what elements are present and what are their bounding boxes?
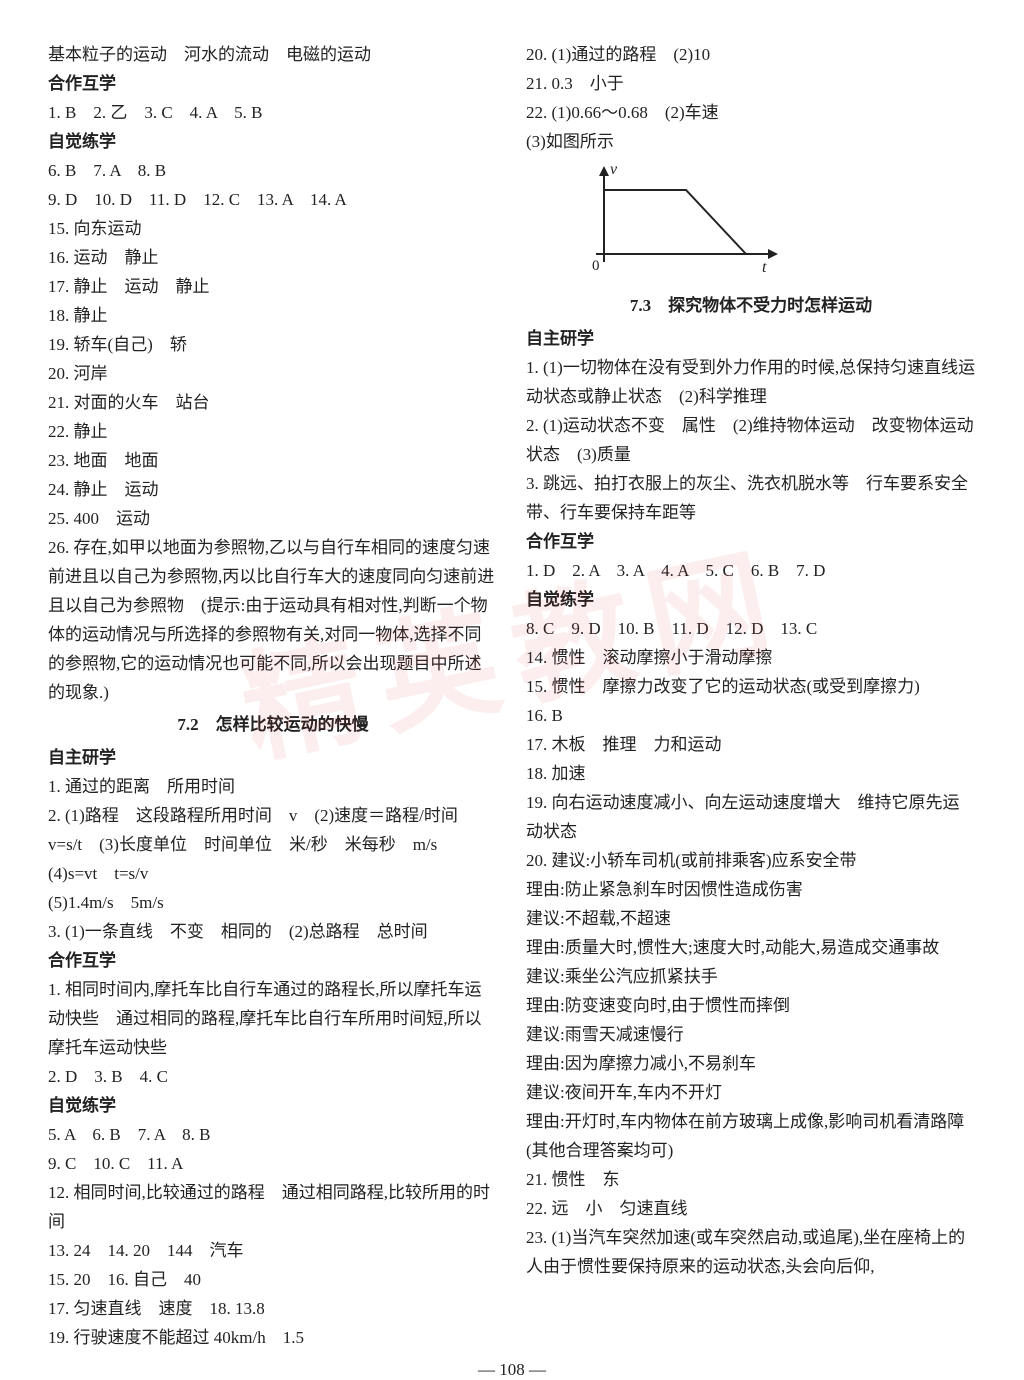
left-zjlx2-line: 13. 24 14. 20 144 汽车 (48, 1236, 498, 1265)
left-zjlx-line: 19. 轿车(自己) 轿 (48, 330, 498, 359)
left-zjlx-line: 24. 静止 运动 (48, 475, 498, 504)
label-zjlx2: 自觉练学 (48, 1091, 498, 1120)
left-column: 基本粒子的运动 河水的流动 电磁的运动 合作互学 1. B 2. 乙 3. C … (48, 40, 498, 1352)
left-zzhyx-line: 1. 通过的距离 所用时间 (48, 772, 498, 801)
right-zjlx-line: 理由:因为摩擦力减小,不易刹车 (526, 1049, 976, 1078)
left-zjlx-line: 17. 静止 运动 静止 (48, 272, 498, 301)
left-zjlx2-line: 19. 行驶速度不能超过 40km/h 1.5 (48, 1323, 498, 1352)
right-top-line: 21. 0.3 小于 (526, 69, 976, 98)
right-zjlx-line: 23. (1)当汽车突然加速(或车突然启动,或追尾),坐在座椅上的人由于惯性要保… (526, 1223, 976, 1281)
right-zzhyx-line: 1. (1)一切物体在没有受到外力作用的时候,总保持匀速直线运动状态或静止状态 … (526, 353, 976, 411)
right-zjlx-line: 21. 惯性 东 (526, 1165, 976, 1194)
label-zjlx: 自觉练学 (48, 127, 498, 156)
left-zjlx-line: 6. B 7. A 8. B (48, 156, 498, 185)
section-7-3-title: 7.3 探究物体不受力时怎样运动 (526, 290, 976, 322)
left-zjlx2-line: 9. C 10. C 11. A (48, 1149, 498, 1178)
left-zjlx-line: 23. 地面 地面 (48, 446, 498, 475)
svg-text:v: v (610, 162, 618, 178)
label-hzhx2: 合作互学 (48, 946, 498, 975)
left-hzhx2-line: 2. D 3. B 4. C (48, 1062, 498, 1091)
left-top-line: 基本粒子的运动 河水的流动 电磁的运动 (48, 40, 498, 69)
left-zjlx2-line: 5. A 6. B 7. A 8. B (48, 1120, 498, 1149)
left-zzhyx-line: (5)1.4m/s 5m/s (48, 888, 498, 917)
right-zjlx-line: 22. 远 小 匀速直线 (526, 1194, 976, 1223)
left-zjlx-line: 22. 静止 (48, 417, 498, 446)
right-zjlx-line: 14. 惯性 滚动摩擦小于滑动摩擦 (526, 643, 976, 672)
left-zjlx-line: 18. 静止 (48, 301, 498, 330)
left-zjlx-line: 15. 向东运动 (48, 214, 498, 243)
section-7-2-title: 7.2 怎样比较运动的快慢 (48, 709, 498, 741)
label-zzhyx: 自主研学 (48, 743, 498, 772)
left-hzhx-line: 1. B 2. 乙 3. C 4. A 5. B (48, 98, 498, 127)
right-zjlx-line: 17. 木板 推理 力和运动 (526, 730, 976, 759)
right-zjlx-line: 16. B (526, 701, 976, 730)
left-zzhyx-line: 2. (1)路程 这段路程所用时间 v (2)速度＝路程/时间 v=s/t (3… (48, 801, 498, 888)
right-zjlx-line: 理由:防止紧急刹车时因惯性造成伤害 (526, 875, 976, 904)
right-zjlx-line: 15. 惯性 摩擦力改变了它的运动状态(或受到摩擦力) (526, 672, 976, 701)
left-zjlx2-line: 12. 相同时间,比较通过的路程 通过相同路程,比较所用的时间 (48, 1178, 498, 1236)
right-column: 20. (1)通过的路程 (2)1021. 0.3 小于22. (1)0.66～… (526, 40, 976, 1352)
right-zjlx-line: 建议:不超载,不超速 (526, 904, 976, 933)
right-zjlx-line: 建议:夜间开车,车内不开灯 (526, 1078, 976, 1107)
svg-text:t: t (762, 259, 767, 276)
right-zjlx-line: 建议:乘坐公汽应抓紧扶手 (526, 962, 976, 991)
left-zjlx-line: 21. 对面的火车 站台 (48, 388, 498, 417)
right-zzhyx-line: 3. 跳远、拍打衣服上的灰尘、洗衣机脱水等 行车要系安全带、行车要保持车距等 (526, 469, 976, 527)
right-zjlx-line: 18. 加速 (526, 759, 976, 788)
left-hzhx2-line: 1. 相同时间内,摩托车比自行车通过的路程长,所以摩托车运动快些 通过相同的路程… (48, 975, 498, 1062)
right-zjlx-line: 理由:防变速变向时,由于惯性而摔倒 (526, 991, 976, 1020)
right-zjlx-line: 8. C 9. D 10. B 11. D 12. D 13. C (526, 614, 976, 643)
label-hzhx: 合作互学 (48, 69, 498, 98)
left-zjlx-line: 16. 运动 静止 (48, 243, 498, 272)
right-zjlx-line: 理由:质量大时,惯性大;速度大时,动能大,易造成交通事故 (526, 933, 976, 962)
right-zjlx-line: 理由:开灯时,车内物体在前方玻璃上成像,影响司机看清路障(其他合理答案均可) (526, 1107, 976, 1165)
label-zzhyx-r: 自主研学 (526, 324, 976, 353)
right-top-line: (3)如图所示 (526, 127, 976, 156)
left-zjlx-line: 20. 河岸 (48, 359, 498, 388)
velocity-time-graph: v t 0 (586, 162, 786, 282)
right-zzhyx-line: 2. (1)运动状态不变 属性 (2)维持物体运动 改变物体运动状态 (3)质量 (526, 411, 976, 469)
label-hzhx-r: 合作互学 (526, 527, 976, 556)
right-zjlx-line: 建议:雨雪天减速慢行 (526, 1020, 976, 1049)
left-zjlx-line: 25. 400 运动 (48, 504, 498, 533)
svg-text:0: 0 (592, 258, 600, 274)
left-zjlx2-line: 15. 20 16. 自己 40 (48, 1265, 498, 1294)
right-hzhx-line: 1. D 2. A 3. A 4. A 5. C 6. B 7. D (526, 556, 976, 585)
left-zjlx2-line: 17. 匀速直线 速度 18. 13.8 (48, 1294, 498, 1323)
left-zjlx-line: 26. 存在,如甲以地面为参照物,乙以与自行车相同的速度匀速前进且以自己为参照物… (48, 533, 498, 707)
right-top-line: 22. (1)0.66～0.68 (2)车速 (526, 98, 976, 127)
page-columns: 基本粒子的运动 河水的流动 电磁的运动 合作互学 1. B 2. 乙 3. C … (48, 40, 976, 1352)
label-zjlx-r: 自觉练学 (526, 585, 976, 614)
right-zjlx-line: 19. 向右运动速度减小、向左运动速度增大 维持它原先运动状态 (526, 788, 976, 846)
right-zjlx-line: 20. 建议:小轿车司机(或前排乘客)应系安全带 (526, 846, 976, 875)
right-top-line: 20. (1)通过的路程 (2)10 (526, 40, 976, 69)
left-zzhyx-line: 3. (1)一条直线 不变 相同的 (2)总路程 总时间 (48, 917, 498, 946)
page-number: — 108 — (48, 1360, 976, 1380)
left-zjlx-line: 9. D 10. D 11. D 12. C 13. A 14. A (48, 185, 498, 214)
